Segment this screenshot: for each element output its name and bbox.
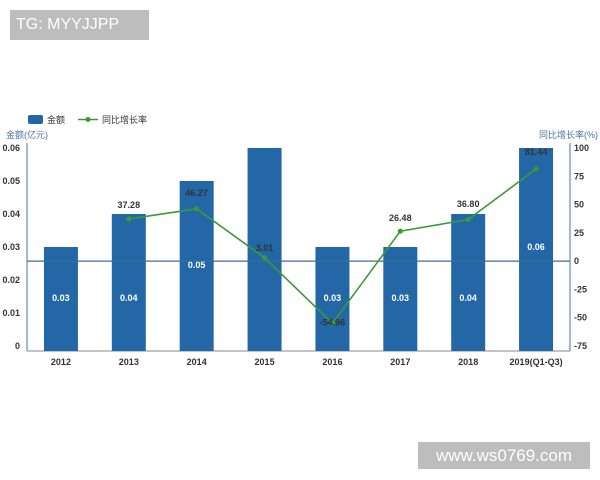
bar-value-label: 0.03 [392, 293, 410, 303]
bar [111, 214, 146, 351]
growth-point [194, 206, 200, 212]
bar-value-label: 0.05 [188, 260, 206, 270]
growth-value-label: 3.01 [256, 243, 274, 253]
growth-point [126, 216, 132, 222]
growth-line-series: 37.28 46.27 3.01 -54.96 26.48 36.80 81.44 [118, 147, 548, 327]
y-right-tick: 0 [574, 256, 579, 266]
x-tick: 2013 [119, 357, 139, 367]
y-right-tick: 25 [574, 228, 584, 238]
growth-value-label: -54.96 [320, 317, 346, 327]
y-right-tick: -25 [574, 284, 587, 294]
bar-value-label: 0.03 [324, 293, 342, 303]
y-right-tick: 75 [574, 171, 584, 181]
growth-point [533, 166, 539, 172]
legend-line-marker [85, 117, 91, 122]
y-left-tick: 0.05 [2, 176, 20, 186]
legend-bar-label: 金额 [47, 114, 65, 125]
growth-value-label: 37.28 [118, 200, 141, 210]
growth-point [329, 320, 336, 326]
x-tick-labels: 2012 2013 2014 2015 2016 2017 2018 2019(Q1-Q3) [51, 357, 563, 367]
y-right-tick: -75 [574, 341, 587, 351]
bar-series: 0.03 0.04 0.05 0.03 0.03 0.04 0.06 [43, 148, 554, 351]
y-left-tick: 0.04 [2, 209, 20, 219]
y-right-tick: 50 [574, 200, 584, 210]
bar [43, 247, 78, 351]
bar [315, 247, 350, 351]
y-left-tick: 0 [15, 341, 20, 351]
x-tick: 2018 [458, 357, 478, 367]
growth-value-label: 46.27 [185, 188, 208, 198]
x-tick: 2015 [255, 357, 275, 367]
y-right-tick: 100 [574, 143, 589, 153]
growth-point [397, 228, 403, 234]
bar-value-label: 0.04 [459, 293, 477, 303]
bar-value-label: 0.06 [527, 242, 545, 252]
x-tick: 2012 [51, 357, 71, 367]
y-right-axis-title: 同比增长率(%) [539, 129, 598, 140]
bar-value-label: 0.03 [52, 293, 70, 303]
watermark-bottom: www.ws0769.com [418, 442, 590, 469]
bar [451, 214, 486, 351]
y-left-tick: 0.03 [2, 242, 20, 252]
growth-value-label: 81.44 [525, 147, 548, 157]
bar-value-label: 0.04 [120, 293, 138, 303]
x-tick: 2019(Q1-Q3) [510, 357, 563, 367]
bar [519, 148, 554, 351]
y-left-tick-labels: 0 0.01 0.02 0.03 0.04 0.05 0.06 [2, 143, 20, 351]
y-left-tick: 0.02 [2, 275, 20, 285]
watermark-top: TG: MYYJJPP [10, 10, 149, 40]
legend-bar-swatch [28, 115, 43, 124]
bar [383, 247, 418, 351]
x-tick: 2017 [390, 357, 410, 367]
y-left-tick: 0.01 [2, 308, 20, 318]
y-right-tick-labels: -75 -50 -25 0 25 50 75 100 [574, 143, 589, 351]
y-left-axis-title: 金额(亿元) [6, 129, 48, 140]
growth-value-label: 26.48 [389, 213, 412, 223]
legend-line-label: 同比增长率 [102, 114, 147, 125]
growth-point [465, 216, 471, 223]
legend: 金额 同比增长率 [28, 114, 147, 125]
x-tick: 2016 [322, 357, 342, 367]
y-right-tick: -50 [574, 313, 587, 323]
y-left-tick: 0.06 [2, 143, 20, 153]
growth-point [261, 255, 268, 261]
x-tick: 2014 [187, 357, 207, 367]
growth-value-label: 36.80 [457, 199, 480, 209]
